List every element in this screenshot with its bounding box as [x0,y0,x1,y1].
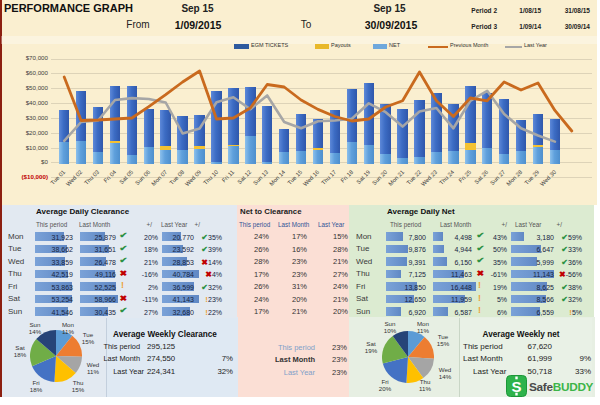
svg-text:S: S [511,378,521,395]
